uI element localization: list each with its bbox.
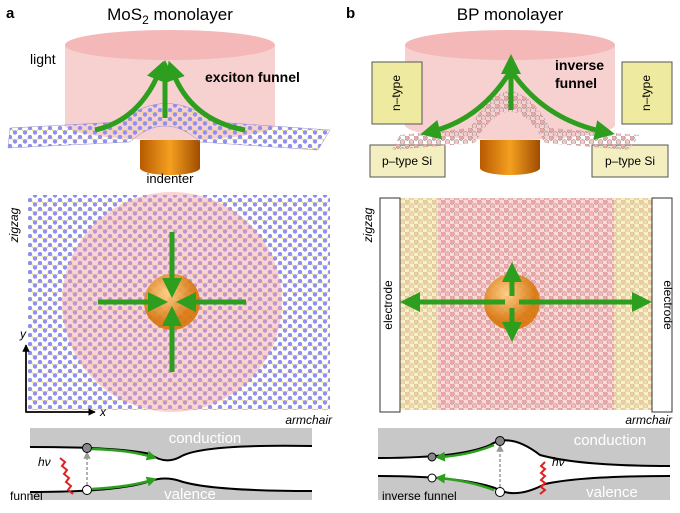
cylinder-top bbox=[405, 30, 615, 60]
panel-label: b bbox=[346, 5, 355, 22]
electron bbox=[496, 437, 505, 446]
electron bbox=[83, 444, 92, 453]
n-type-label: n–type bbox=[389, 75, 403, 111]
title-main: MoS bbox=[107, 5, 142, 24]
electrode-label: electrode bbox=[381, 280, 395, 330]
panel-title: BP monolayer bbox=[457, 5, 564, 24]
armchair-label: armchair bbox=[285, 413, 333, 427]
cylinder-top bbox=[65, 30, 275, 60]
conduction-label: conduction bbox=[169, 430, 242, 447]
light-label: light bbox=[30, 51, 56, 67]
indenter bbox=[140, 140, 200, 175]
funnel-label: funnel bbox=[555, 75, 597, 91]
photon-label: hν bbox=[552, 455, 565, 469]
indenter-label: indenter bbox=[147, 171, 195, 186]
funnel-band-label: funnel bbox=[10, 489, 43, 503]
panel-label: a bbox=[6, 5, 15, 22]
figure: a MoS2 monolayer light exciton funnel in… bbox=[0, 0, 680, 508]
valence-label: valence bbox=[164, 486, 216, 503]
zigzag-label: zigzag bbox=[361, 207, 375, 243]
funnel-label: inverse bbox=[555, 57, 604, 73]
zigzag-label: zigzag bbox=[7, 207, 21, 243]
funnel-label: exciton funnel bbox=[205, 69, 300, 85]
x-label: x bbox=[99, 405, 107, 419]
panel-title: MoS2 monolayer bbox=[107, 5, 233, 27]
electrode-label: electrode bbox=[661, 280, 675, 330]
p-type-label: p–type Si bbox=[605, 154, 655, 168]
panel-b: b BP monolayer inverse funnel n–type n–t… bbox=[346, 5, 675, 503]
hole bbox=[496, 488, 505, 497]
title-rest: monolayer bbox=[149, 5, 233, 24]
n-type-label: n–type bbox=[639, 75, 653, 111]
photon bbox=[60, 458, 73, 494]
valence-label: valence bbox=[586, 484, 638, 501]
p-type-label: p–type Si bbox=[382, 154, 432, 168]
panel-a: a MoS2 monolayer light exciton funnel in… bbox=[6, 5, 333, 503]
electron bbox=[428, 453, 436, 461]
hole bbox=[83, 486, 92, 495]
photon-label: hν bbox=[38, 455, 51, 469]
funnel-band-label: inverse funnel bbox=[382, 489, 457, 503]
indenter bbox=[480, 140, 540, 175]
conduction-label: conduction bbox=[574, 432, 647, 449]
y-label: y bbox=[19, 327, 27, 341]
armchair-label: armchair bbox=[625, 413, 673, 427]
hole bbox=[428, 474, 436, 482]
